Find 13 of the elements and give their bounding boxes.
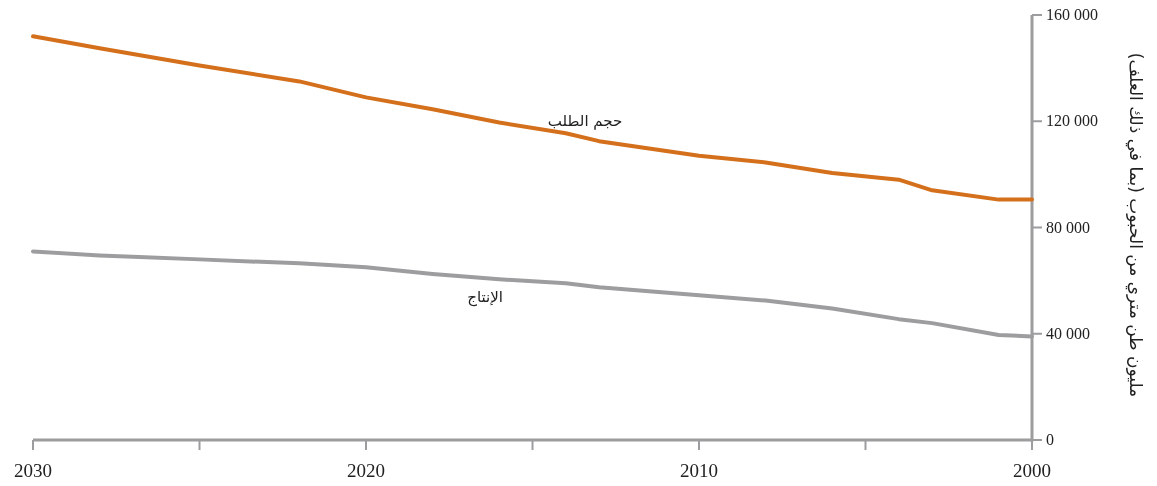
y-tick-label: 80 000 [1046,218,1090,236]
x-tick-label: 2030 [14,460,52,481]
x-tick-label: 2020 [347,460,385,481]
series-label: حجم الطلب [547,112,623,131]
line-series [31,34,1034,202]
y-tick-label: 120 000 [1046,112,1098,130]
y-tick-label: 0 [1046,431,1054,448]
x-tick-label: 2000 [1013,460,1051,481]
y-tick-label: 160 000 [1046,6,1098,23]
y-tick-label: 40 000 [1046,324,1090,342]
y-axis-title: مليون طن متري من الحبوب (بما في ذلك العلف) [1125,52,1146,398]
x-tick-label: 2010 [680,460,718,481]
series-label: الإنتاج [467,288,504,308]
